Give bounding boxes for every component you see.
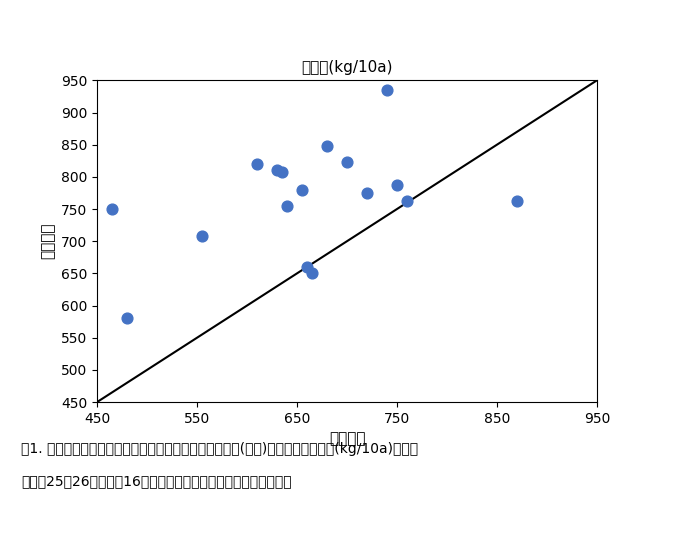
Text: （平成25～26年、延べ16試験地、標肖栄培と多肖栄培を含む。）: （平成25～26年、延べ16試験地、標肖栄培と多肖栄培を含む。） <box>21 474 291 488</box>
Y-axis label: とよめき: とよめき <box>40 223 56 259</box>
Point <box>341 158 353 166</box>
Point <box>271 166 282 175</box>
Point <box>301 263 312 271</box>
Point <box>362 189 373 197</box>
Point <box>307 269 318 278</box>
Point <box>276 167 287 176</box>
Point <box>401 197 412 206</box>
Point <box>251 160 262 168</box>
Point <box>382 86 393 94</box>
Point <box>511 197 523 206</box>
X-axis label: 対照品種: 対照品種 <box>329 431 365 446</box>
Text: 図1. 奨励品種決定調査試験における「とよめき」と対照(比較)品種との玄米収量(kg/10a)の比較: 図1. 奨励品種決定調査試験における「とよめき」と対照(比較)品種との玄米収量(… <box>21 442 418 456</box>
Point <box>321 142 332 150</box>
Point <box>282 202 293 210</box>
Point <box>107 205 118 213</box>
Point <box>196 232 208 240</box>
Point <box>296 185 307 194</box>
Point <box>391 181 403 190</box>
Point <box>121 314 133 323</box>
Title: 玄米重(kg/10a): 玄米重(kg/10a) <box>301 60 393 75</box>
